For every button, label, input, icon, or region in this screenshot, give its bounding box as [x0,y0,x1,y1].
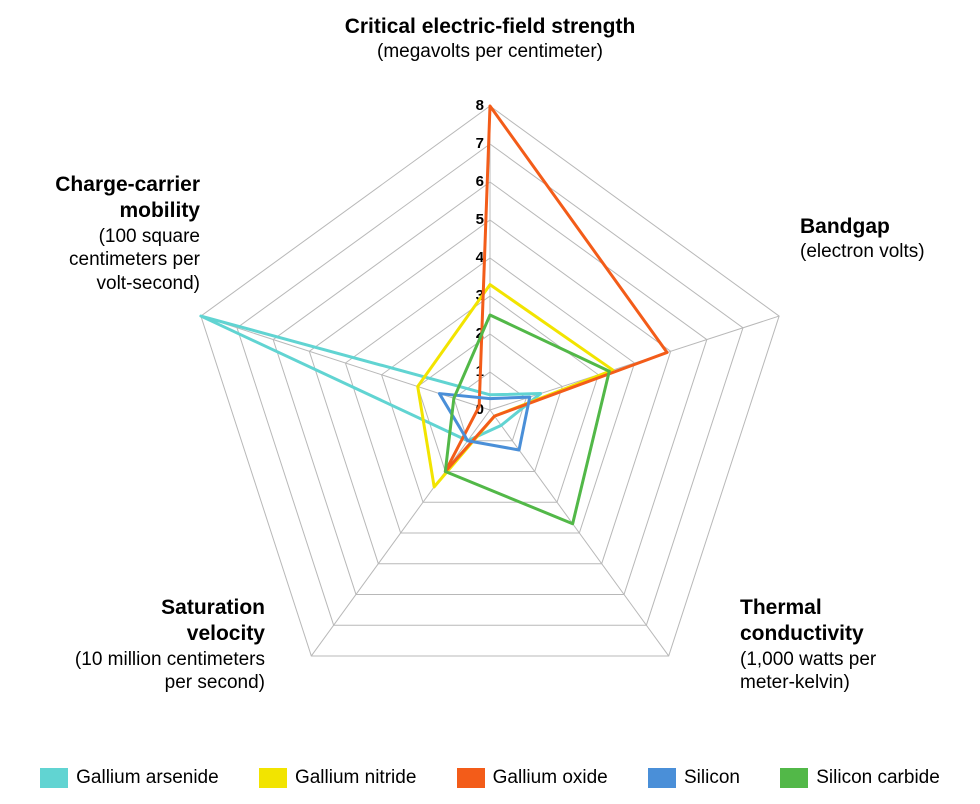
axis-label-units: (megavolts per centimeter) [320,40,660,64]
legend-swatch [648,768,676,788]
axis-label-title: Thermalconductivity [740,595,950,648]
legend-item: Gallium oxide [457,767,608,789]
axis-label-units: (100 squarecentimeters pervolt-second) [20,225,200,296]
axis-label-title: Charge-carriermobility [20,172,200,225]
axis-label-title: Critical electric-field strength [320,14,660,40]
axis-label-title: Saturationvelocity [35,595,265,648]
legend-item: Gallium nitride [259,767,416,789]
legend-swatch [259,768,287,788]
axis-label-units: (10 million centimetersper second) [35,648,265,696]
grid-spoke [201,316,490,410]
legend-label: Silicon [684,767,740,789]
axis-label: Critical electric-field strength(megavol… [320,14,660,64]
tick-label: 7 [476,135,484,152]
axis-label: Bandgap(electron volts) [800,214,970,264]
legend-item: Silicon carbide [780,767,940,789]
legend-item: Gallium arsenide [40,767,219,789]
legend-label: Silicon carbide [816,767,940,789]
legend-swatch [780,768,808,788]
tick-label: 5 [476,211,484,228]
legend-swatch [40,768,68,788]
axis-label: Saturationvelocity(10 million centimeter… [35,595,265,695]
tick-label: 6 [476,173,484,190]
radar-chart-stage: 012345678 Critical electric-field streng… [0,0,980,804]
tick-label: 8 [476,97,484,114]
series-line [445,315,609,524]
axis-label: Thermalconductivity(1,000 watts permeter… [740,595,950,695]
legend-label: Gallium oxide [493,767,608,789]
legend-item: Silicon [648,767,740,789]
axis-label-title: Bandgap [800,214,970,240]
axis-label: Charge-carriermobility(100 squarecentime… [20,172,200,296]
legend-label: Gallium arsenide [76,767,219,789]
axis-label-units: (1,000 watts permeter-kelvin) [740,648,950,696]
chart-legend: Gallium arsenide Gallium nitride Gallium o… [0,767,980,789]
axis-label-units: (electron volts) [800,240,970,264]
legend-swatch [457,768,485,788]
legend-label: Gallium nitride [295,767,416,789]
